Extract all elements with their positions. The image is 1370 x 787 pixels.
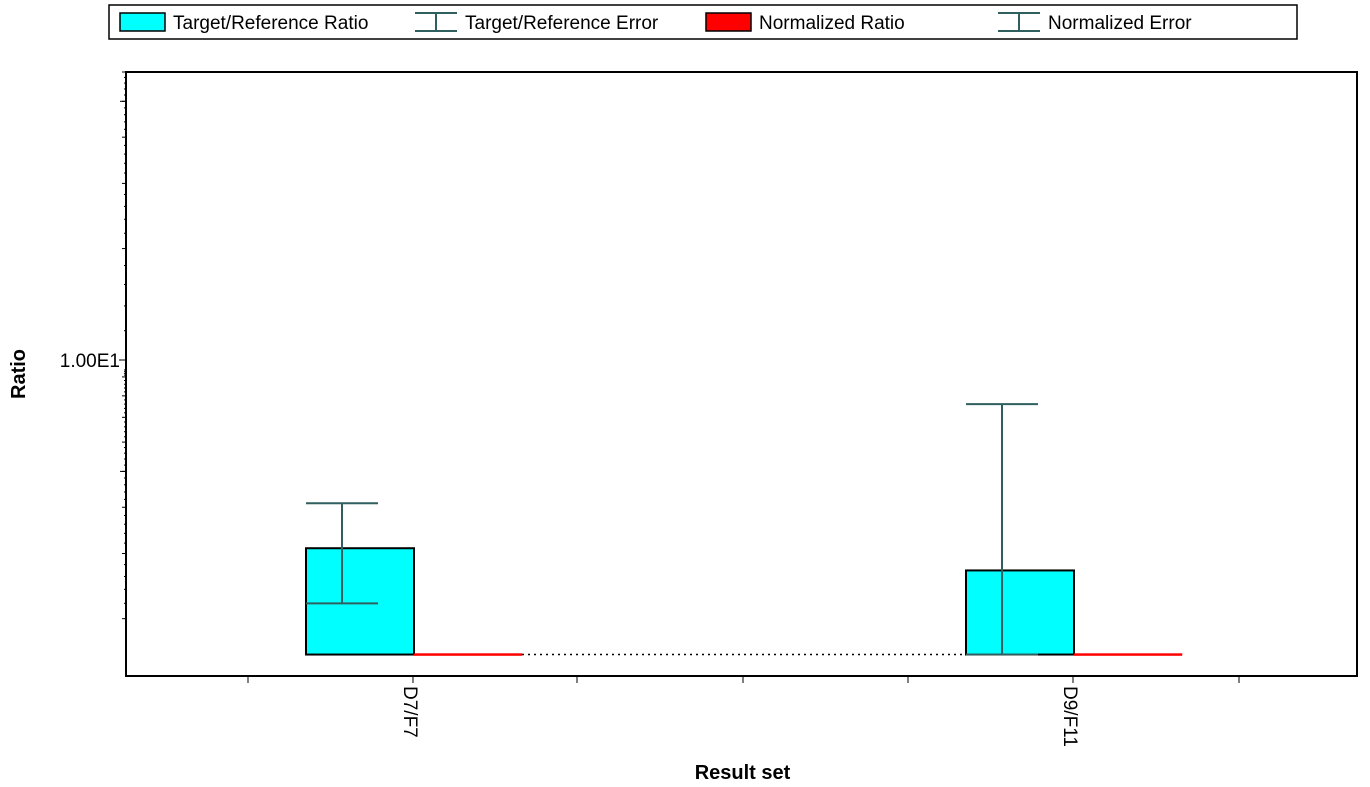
x-tick-label-1: D9/F11 xyxy=(1059,686,1080,747)
legend-box xyxy=(108,4,1298,40)
legend-label-3: Normalized Error xyxy=(1048,13,1192,34)
legend-label-1: Target/Reference Error xyxy=(465,13,659,34)
legend-errorbar-icon-1 xyxy=(415,12,457,32)
axis-labels: D7/F7 D9/F11 Result set Ratio xyxy=(8,349,1080,784)
bar-normalized-1 xyxy=(1073,653,1183,656)
y-axis-title: Ratio xyxy=(8,349,30,399)
errorbar-target-reference-0 xyxy=(306,502,378,605)
plot-frame xyxy=(125,71,1358,677)
y-tick-label-0: 1.00E1 xyxy=(60,351,120,372)
bar-target-reference-0 xyxy=(305,547,415,656)
legend-swatch-2 xyxy=(705,12,752,32)
legend-label-2: Normalized Ratio xyxy=(759,13,905,34)
legend-swatch-0 xyxy=(119,12,166,32)
legend-label-0: Target/Reference Ratio xyxy=(173,13,368,34)
bar-target-reference-1 xyxy=(965,569,1075,656)
bars xyxy=(305,403,1183,656)
x-axis-title: Result set xyxy=(695,762,791,784)
bar-normalized-0 xyxy=(413,653,523,656)
legend-errorbar-icon-3 xyxy=(998,12,1040,32)
errorbar-target-reference-1 xyxy=(966,403,1038,656)
axes: 1.00E1 xyxy=(60,71,1358,683)
x-tick-label-0: D7/F7 xyxy=(399,686,420,738)
legend: Target/Reference Ratio Target/Reference E… xyxy=(108,4,1298,40)
